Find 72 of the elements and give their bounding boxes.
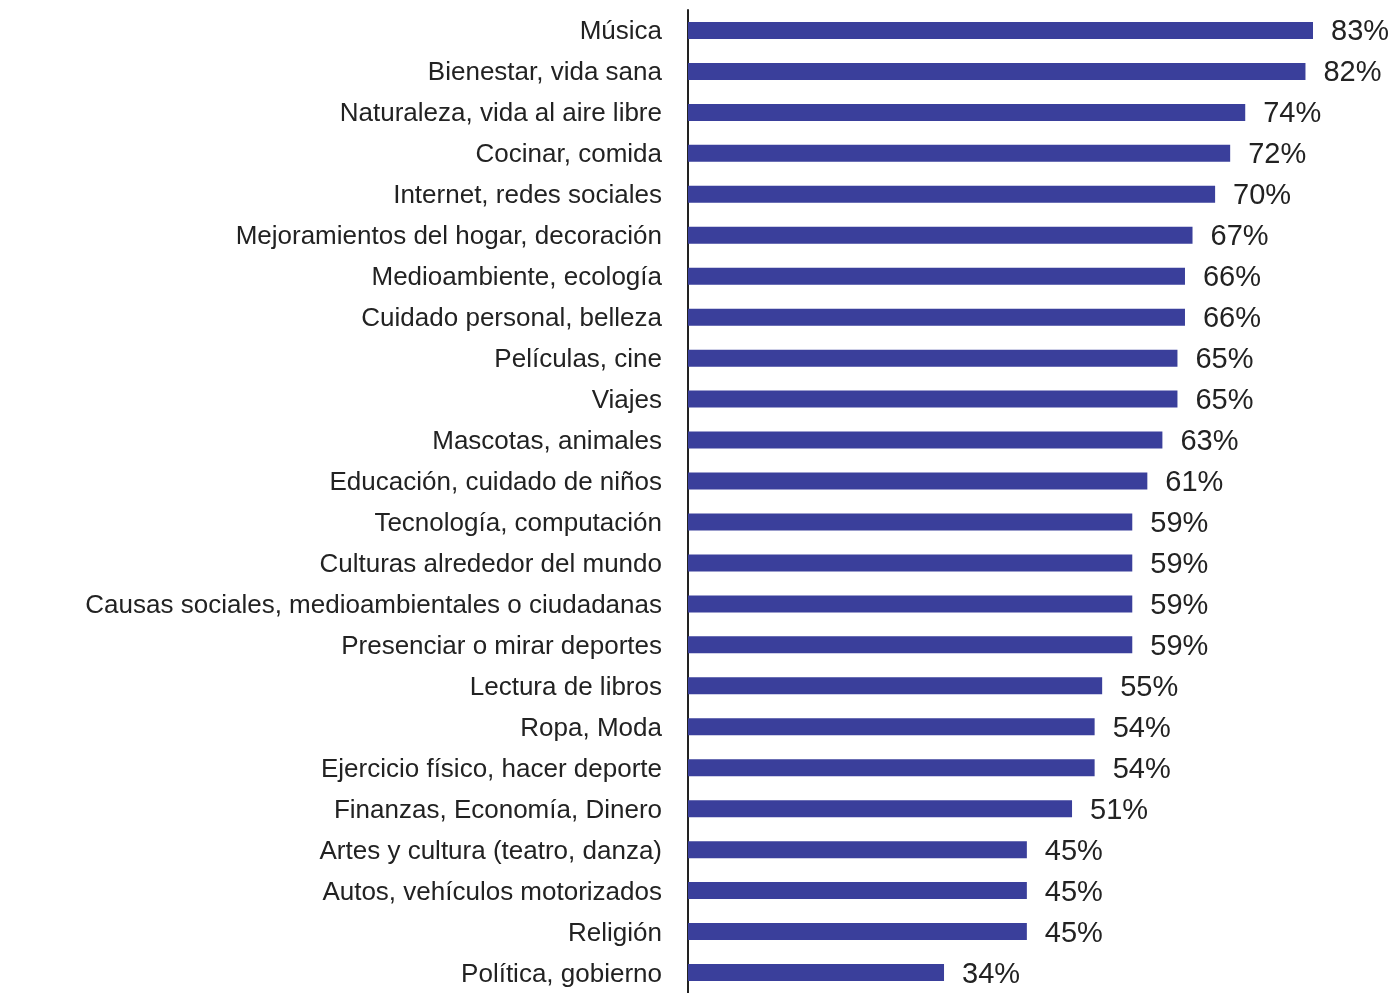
data-label: 66% bbox=[1202, 260, 1262, 293]
y-tick-label: Lectura de libros bbox=[469, 670, 662, 701]
bar bbox=[688, 718, 1095, 736]
bar bbox=[688, 226, 1193, 244]
bar bbox=[688, 923, 1027, 941]
bar bbox=[688, 554, 1133, 572]
bar bbox=[688, 21, 1313, 39]
data-label: 59% bbox=[1150, 505, 1209, 538]
bar bbox=[688, 267, 1185, 285]
data-label: 65% bbox=[1195, 342, 1254, 375]
y-tick-label: Educación, cuidado de niños bbox=[329, 466, 662, 497]
data-label: 65% bbox=[1195, 383, 1254, 416]
data-label: 66% bbox=[1202, 301, 1262, 334]
y-tick-label: Política, gobierno bbox=[461, 957, 662, 988]
data-label: 67% bbox=[1210, 219, 1269, 252]
y-tick-label: Presenciar o mirar deportes bbox=[341, 629, 662, 660]
y-tick-label: Medioambiente, ecología bbox=[371, 261, 663, 292]
bar bbox=[688, 759, 1095, 777]
bar bbox=[688, 390, 1178, 408]
data-label: 54% bbox=[1112, 710, 1171, 743]
data-label: 59% bbox=[1150, 546, 1209, 579]
data-label: 51% bbox=[1090, 792, 1149, 825]
bar bbox=[688, 349, 1178, 367]
y-tick-label: Bienestar, vida sana bbox=[427, 56, 663, 87]
y-tick-label: Cuidado personal, belleza bbox=[361, 302, 663, 333]
data-label: 59% bbox=[1150, 628, 1209, 661]
bar bbox=[688, 103, 1246, 121]
data-label: 83% bbox=[1331, 14, 1390, 47]
y-tick-label: Tecnología, computación bbox=[374, 506, 662, 537]
bar bbox=[688, 185, 1216, 203]
data-label: 55% bbox=[1120, 669, 1179, 702]
data-label: 74% bbox=[1263, 96, 1322, 129]
y-tick-label: Religión bbox=[568, 916, 662, 947]
y-tick-label: Naturaleza, vida al aire libre bbox=[339, 97, 662, 128]
data-label: 70% bbox=[1233, 178, 1292, 211]
y-tick-label: Películas, cine bbox=[494, 343, 662, 374]
bar bbox=[688, 62, 1306, 80]
y-tick-label: Mejoramientos del hogar, decoración bbox=[235, 220, 662, 251]
y-tick-label: Artes y cultura (teatro, danza) bbox=[319, 834, 662, 865]
y-tick-label: Cocinar, comida bbox=[475, 138, 663, 169]
data-label: 63% bbox=[1180, 424, 1239, 457]
y-tick-label: Ropa, Moda bbox=[520, 711, 663, 742]
data-label: 45% bbox=[1044, 874, 1103, 907]
data-label: 54% bbox=[1112, 751, 1171, 784]
bar bbox=[688, 513, 1133, 531]
data-label: 45% bbox=[1044, 915, 1103, 948]
bar bbox=[688, 431, 1163, 449]
y-tick-label: Autos, vehículos motorizados bbox=[322, 875, 662, 906]
data-label: 34% bbox=[962, 956, 1021, 989]
data-label: 45% bbox=[1044, 833, 1103, 866]
y-tick-label: Causas sociales, medioambientales o ciudadanas bbox=[85, 588, 662, 619]
bar bbox=[688, 472, 1148, 490]
y-tick-label: Finanzas, Economía, Dinero bbox=[333, 793, 662, 824]
bar bbox=[688, 636, 1133, 654]
y-tick-label: Música bbox=[579, 15, 663, 46]
data-label: 82% bbox=[1323, 55, 1382, 88]
y-tick-label: Culturas alrededor del mundo bbox=[319, 547, 662, 578]
bar bbox=[688, 964, 945, 982]
bar bbox=[688, 677, 1103, 695]
y-tick-label: Mascotas, animales bbox=[432, 425, 662, 456]
data-label: 61% bbox=[1165, 465, 1224, 498]
bar bbox=[688, 144, 1231, 162]
data-label: 72% bbox=[1248, 137, 1307, 170]
bar bbox=[688, 800, 1073, 818]
y-tick-label: Viajes bbox=[591, 384, 662, 415]
bar bbox=[688, 882, 1027, 900]
bar bbox=[688, 308, 1185, 326]
bar bbox=[688, 595, 1133, 613]
y-tick-label: Ejercicio físico, hacer deporte bbox=[320, 752, 662, 783]
y-tick-label: Internet, redes sociales bbox=[393, 179, 662, 210]
bar bbox=[688, 841, 1027, 859]
data-label: 59% bbox=[1150, 587, 1209, 620]
